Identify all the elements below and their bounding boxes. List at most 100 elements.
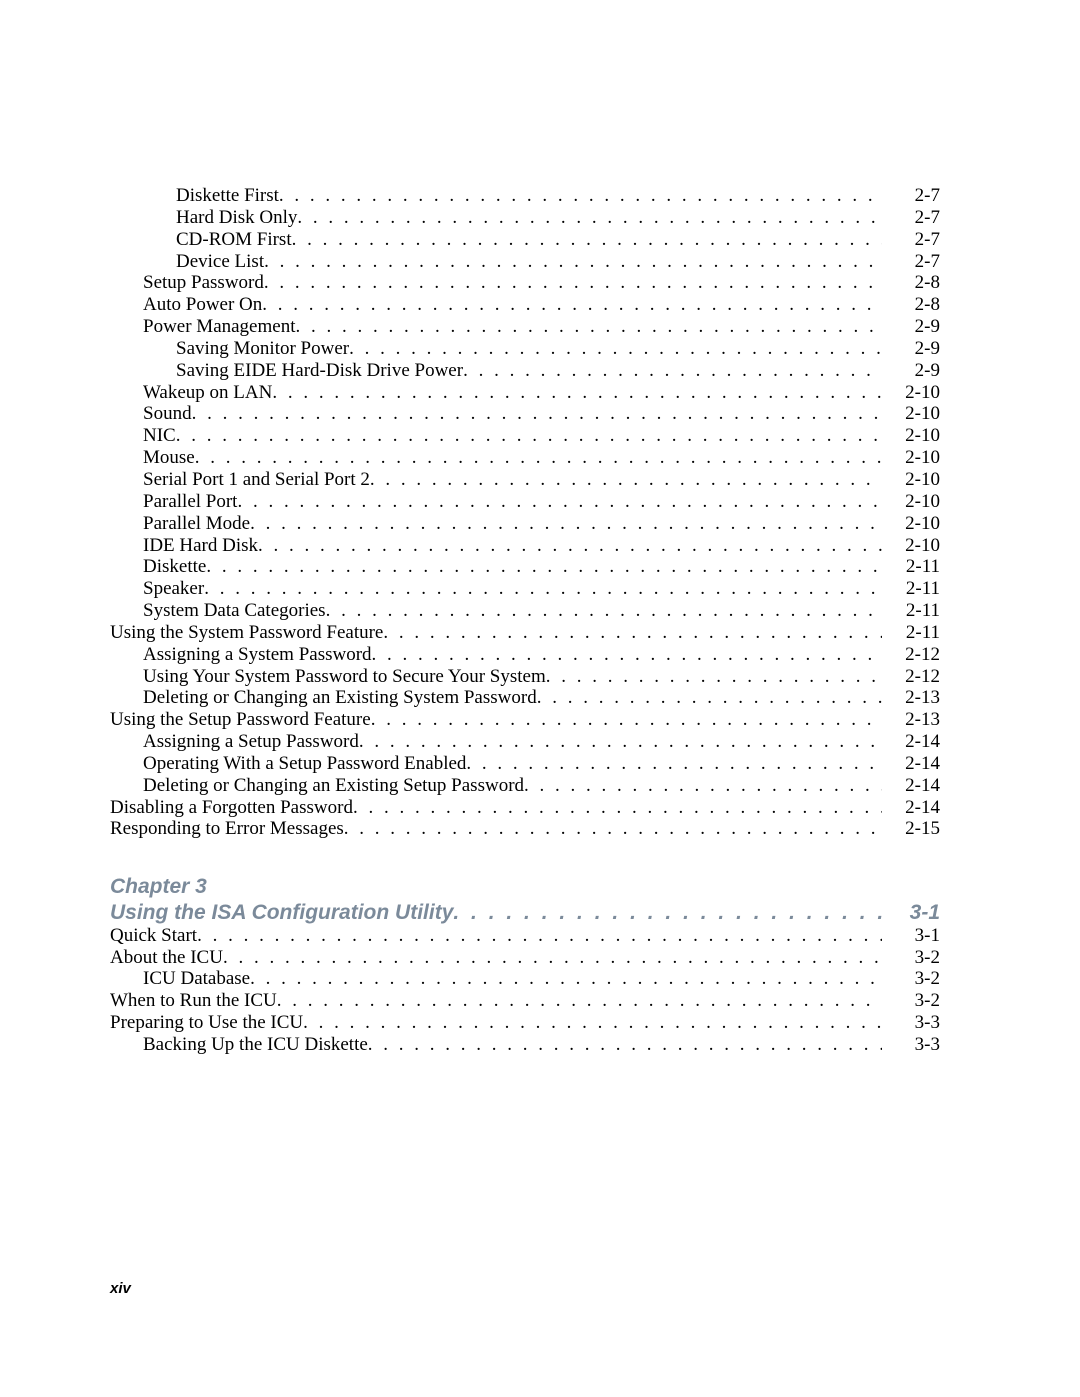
dot-leader	[292, 229, 882, 251]
toc-entry[interactable]: Responding to Error Messages2-15	[110, 818, 940, 840]
toc-entry[interactable]: Mouse 2-10	[110, 447, 940, 469]
dot-leader	[192, 403, 882, 425]
toc-entry[interactable]: Diskette2-11	[110, 556, 940, 578]
toc-entry-page: 2-12	[882, 666, 940, 688]
toc-entry[interactable]: Saving Monitor Power 2-9	[110, 338, 940, 360]
toc-entry-title: Diskette	[143, 556, 206, 578]
toc-entry-title: Parallel Port	[143, 491, 237, 513]
dot-leader	[349, 338, 882, 360]
toc-entry-title: Serial Port 1 and Serial Port 2	[143, 469, 370, 491]
dot-leader	[344, 818, 882, 840]
toc-entry-title: Hard Disk Only	[176, 207, 297, 229]
toc-entry-page: 2-14	[882, 753, 940, 775]
toc-entry[interactable]: Using the System Password Feature2-11	[110, 622, 940, 644]
toc-entry-page: 2-10	[882, 425, 940, 447]
toc-entry-title: Deleting or Changing an Existing Setup P…	[143, 775, 524, 797]
toc-entry-page: 2-10	[882, 469, 940, 491]
toc-entry-title: Speaker	[143, 578, 204, 600]
dot-leader	[453, 900, 882, 925]
dot-leader	[272, 382, 882, 404]
toc-entry-page: 2-8	[882, 294, 940, 316]
toc-entry[interactable]: Serial Port 1 and Serial Port 2 2-10	[110, 469, 940, 491]
dot-leader	[295, 316, 882, 338]
toc-entry-page: 2-9	[882, 316, 940, 338]
toc-entry-page: 2-14	[882, 731, 940, 753]
dot-leader	[206, 556, 882, 578]
toc-entry[interactable]: Power Management 2-9	[110, 316, 940, 338]
toc-entry[interactable]: ICU Database3-2	[110, 968, 940, 990]
document-page: Diskette First2-7Hard Disk Only2-7CD-ROM…	[0, 0, 1080, 1397]
toc-entry[interactable]: About the ICU3-2	[110, 947, 940, 969]
toc-entry[interactable]: Assigning a Setup Password 2-14	[110, 731, 940, 753]
dot-leader	[359, 731, 882, 753]
chapter-title-line: Using the ISA Configuration Utility 3-1	[110, 900, 940, 925]
toc-entry-title: Parallel Mode	[143, 513, 250, 535]
toc-entry-title: Power Management	[143, 316, 295, 338]
toc-entry-page: 2-10	[882, 535, 940, 557]
toc-entry-page: 2-10	[882, 447, 940, 469]
toc-entry-title: Saving Monitor Power	[176, 338, 349, 360]
toc-entry[interactable]: Disabling a Forgotten Password2-14	[110, 797, 940, 819]
toc-entry-page: 2-7	[882, 229, 940, 251]
toc-entry-page: 2-11	[882, 622, 940, 644]
toc-entry-page: 3-3	[882, 1034, 940, 1056]
toc-entry[interactable]: Sound2-10	[110, 403, 940, 425]
toc-entry-page: 2-13	[882, 687, 940, 709]
dot-leader	[368, 1034, 882, 1056]
chapter-label: Chapter 3	[110, 874, 940, 899]
toc-entry[interactable]: NIC 2-10	[110, 425, 940, 447]
toc-entry[interactable]: Device List2-7	[110, 251, 940, 273]
toc-entry-title: Setup Password	[143, 272, 264, 294]
toc-entry-title: Disabling a Forgotten Password	[110, 797, 353, 819]
toc-entry-page: 2-9	[882, 338, 940, 360]
toc-entry[interactable]: Wakeup on LAN2-10	[110, 382, 940, 404]
toc-entry[interactable]: IDE Hard Disk2-10	[110, 535, 940, 557]
toc-entry-page: 2-13	[882, 709, 940, 731]
toc-entry[interactable]: Preparing to Use the ICU 3-3	[110, 1012, 940, 1034]
toc-entry[interactable]: Deleting or Changing an Existing System …	[110, 687, 940, 709]
chapter-title: Using the ISA Configuration Utility	[110, 900, 453, 925]
toc-entry-title: Mouse	[143, 447, 195, 469]
toc-entry[interactable]: Speaker2-11	[110, 578, 940, 600]
toc-entry[interactable]: Parallel Mode2-10	[110, 513, 940, 535]
toc-entry-page: 2-7	[882, 185, 940, 207]
toc-entry-page: 3-3	[882, 1012, 940, 1034]
toc-entry[interactable]: Quick Start3-1	[110, 925, 940, 947]
toc-entry-title: Responding to Error Messages	[110, 818, 344, 840]
toc-entry[interactable]: Operating With a Setup Password Enabled2…	[110, 753, 940, 775]
dot-leader	[279, 185, 882, 207]
dot-leader	[204, 578, 882, 600]
dot-leader	[223, 947, 882, 969]
toc-entry[interactable]: Backing Up the ICU Diskette3-3	[110, 1034, 940, 1056]
toc-entry-title: Assigning a Setup Password	[143, 731, 359, 753]
toc-entry[interactable]: When to Run the ICU3-2	[110, 990, 940, 1012]
toc-entry-page: 2-10	[882, 491, 940, 513]
toc-entry-title: System Data Categories	[143, 600, 326, 622]
toc-entry-title: Deleting or Changing an Existing System …	[143, 687, 537, 709]
toc-entry-title: Assigning a System Password	[143, 644, 372, 666]
toc-entry-title: Using Your System Password to Secure You…	[143, 666, 546, 688]
toc-entry-title: Sound	[143, 403, 192, 425]
toc-entry[interactable]: Setup Password2-8	[110, 272, 940, 294]
toc-entry[interactable]: Saving EIDE Hard-Disk Drive Power2-9	[110, 360, 940, 382]
dot-leader	[176, 425, 882, 447]
toc-entry-title: Using the Setup Password Feature	[110, 709, 371, 731]
toc-entry-title: NIC	[143, 425, 176, 447]
toc-entry[interactable]: Parallel Port 2-10	[110, 491, 940, 513]
toc-entry-title: Preparing to Use the ICU	[110, 1012, 303, 1034]
toc-entry[interactable]: Deleting or Changing an Existing Setup P…	[110, 775, 940, 797]
toc-entry[interactable]: Auto Power On2-8	[110, 294, 940, 316]
toc-section-chapter2: Diskette First2-7Hard Disk Only2-7CD-ROM…	[110, 185, 940, 840]
chapter-heading-block: Chapter 3 Using the ISA Configuration Ut…	[110, 874, 940, 924]
toc-entry[interactable]: System Data Categories2-11	[110, 600, 940, 622]
toc-entry[interactable]: CD-ROM First2-7	[110, 229, 940, 251]
toc-entry[interactable]: Using Your System Password to Secure You…	[110, 666, 940, 688]
toc-entry[interactable]: Diskette First2-7	[110, 185, 940, 207]
dot-leader	[262, 294, 882, 316]
dot-leader	[546, 666, 882, 688]
toc-entry[interactable]: Assigning a System Password2-12	[110, 644, 940, 666]
dot-leader	[277, 990, 882, 1012]
dot-leader	[264, 272, 882, 294]
toc-entry[interactable]: Using the Setup Password Feature 2-13	[110, 709, 940, 731]
toc-entry[interactable]: Hard Disk Only2-7	[110, 207, 940, 229]
